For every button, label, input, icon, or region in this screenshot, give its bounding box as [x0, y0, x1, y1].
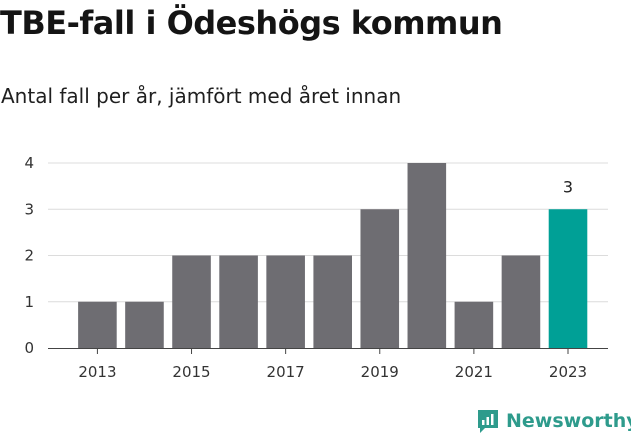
brand-name: Newsworthy: [506, 410, 631, 432]
bar-2013: [78, 301, 117, 348]
bars: [78, 163, 588, 348]
data-label-2023: 3: [563, 177, 573, 196]
axes: [48, 348, 608, 354]
newsworthy-logo-icon: [478, 410, 498, 433]
y-tick-label: 0: [24, 339, 34, 357]
bar-2017: [266, 255, 305, 348]
bar-2019: [360, 209, 400, 348]
x-tick-label: 2023: [549, 363, 587, 381]
y-tick-label: 1: [24, 293, 34, 311]
x-tick-label: 2015: [172, 363, 210, 381]
bar-2015: [172, 255, 211, 348]
bar-2023: [548, 209, 588, 348]
x-tick-label: 2013: [78, 363, 116, 381]
bar-2014: [125, 301, 164, 348]
y-tick-label: 4: [24, 154, 34, 172]
bar-2018: [313, 255, 352, 348]
bar-2020: [407, 163, 447, 348]
chart-title: TBE-fall i Ödeshögs kommun: [0, 4, 503, 42]
y-tick-label: 2: [24, 247, 34, 265]
brand-logo: Newsworthy: [476, 408, 631, 434]
bar-chart: 0 1 2 3 4 3 2013 2015 2017 2019 2021 2023: [24, 154, 608, 381]
y-tick-label: 3: [24, 200, 34, 218]
x-tick-label: 2019: [361, 363, 399, 381]
x-tick-label: 2021: [455, 363, 493, 381]
bar-2022: [501, 255, 541, 348]
tick-labels: 0 1 2 3 4 3 2013 2015 2017 2019 2021 2023: [24, 154, 587, 381]
chart-subtitle: Antal fall per år, jämfört med året inna…: [1, 84, 402, 108]
x-tick-label: 2017: [267, 363, 305, 381]
bar-2016: [219, 255, 258, 348]
bar-2021: [454, 301, 494, 348]
